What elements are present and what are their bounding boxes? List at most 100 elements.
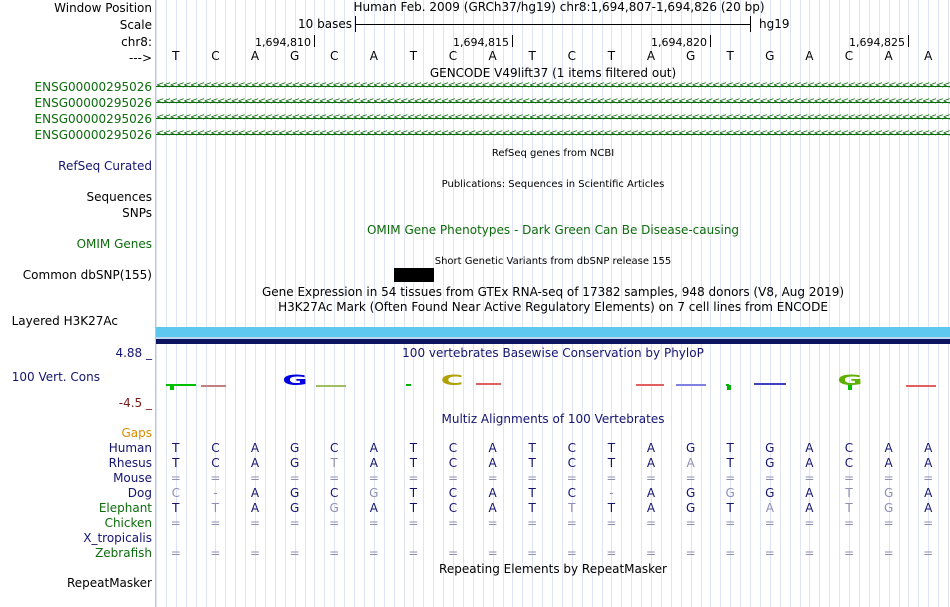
- track-image-panel[interactable]: Human Feb. 2009 (GRCh37/hg19) chr8:1,694…: [156, 0, 950, 607]
- alignment-base: A: [924, 501, 933, 515]
- gridline: [364, 0, 365, 607]
- label-repeatmasker[interactable]: RepeatMasker: [66, 576, 152, 590]
- sequence-base: G: [289, 49, 300, 63]
- sequence-base: T: [172, 49, 180, 63]
- alignment-base: -: [609, 486, 614, 500]
- label-species-mouse: Mouse: [113, 471, 152, 485]
- alignment-base: =: [210, 516, 221, 530]
- gridline: [324, 0, 325, 607]
- alignment-base: C: [448, 501, 458, 515]
- gridline: [295, 0, 296, 607]
- gene-model-line[interactable]: [156, 86, 950, 87]
- gridline: [701, 0, 702, 607]
- alignment-base: G: [369, 486, 379, 500]
- gencode-track-title: GENCODE V49lift37 (1 items filtered out): [429, 66, 677, 80]
- alignment-base: =: [606, 471, 617, 485]
- gridline: [572, 0, 573, 607]
- gridline: [849, 0, 850, 607]
- gridline: [800, 0, 801, 607]
- phylop-score-bar: [406, 384, 411, 386]
- label-sequences[interactable]: Sequences: [86, 190, 152, 204]
- gridline: [265, 0, 266, 607]
- gridline: [879, 0, 880, 607]
- label-cons[interactable]: 100 Vert. Cons: [11, 370, 100, 384]
- label-species-dog: Dog: [127, 486, 152, 500]
- gridline: [641, 0, 642, 607]
- label-ensg-2[interactable]: ENSG00000295026: [34, 96, 152, 110]
- repeatmasker-track-title: Repeating Elements by RepeatMasker: [439, 562, 667, 576]
- label-cons-max: 4.88 _: [115, 346, 152, 360]
- label-refseq[interactable]: RefSeq Curated: [58, 159, 152, 173]
- gene-model-line[interactable]: [156, 102, 950, 103]
- gridline: [305, 0, 306, 607]
- alignment-base: =: [883, 546, 894, 560]
- sequence-base: C: [844, 49, 854, 63]
- db-label: hg19: [759, 17, 790, 31]
- label-ensg-4[interactable]: ENSG00000295026: [34, 128, 152, 142]
- label-omim[interactable]: OMIM Genes: [76, 237, 152, 251]
- label-scale: Scale: [119, 18, 152, 32]
- alignment-base: C: [567, 486, 576, 500]
- alignment-base: =: [804, 516, 815, 530]
- alignment-base: =: [725, 546, 736, 560]
- alignment-base: =: [487, 516, 498, 530]
- gridline: [631, 0, 632, 607]
- alignment-base: A: [250, 456, 260, 470]
- sequence-base: A: [250, 49, 260, 63]
- gridline: [790, 0, 791, 607]
- gridline: [671, 0, 672, 607]
- coord-label-4: 1,694,825: [849, 36, 905, 49]
- alignment-base: A: [646, 501, 656, 515]
- alignment-base: A: [646, 486, 656, 500]
- alignment-base: A: [369, 441, 378, 455]
- alignment-base: =: [447, 546, 459, 560]
- phylop-score-bar: [166, 384, 196, 386]
- gridline: [275, 0, 276, 607]
- alignment-base: A: [805, 486, 814, 500]
- alignment-base: C: [448, 441, 458, 455]
- gridline: [156, 0, 157, 607]
- gtex-track-title: Gene Expression in 54 tissues from GTEx …: [261, 285, 845, 299]
- gene-model-line[interactable]: [156, 134, 950, 135]
- label-species-xtropicalis: X_tropicalis: [83, 531, 152, 545]
- alignment-base: A: [369, 456, 378, 470]
- label-species-elephant: Elephant: [98, 501, 152, 515]
- label-dbsnp[interactable]: Common dbSNP(155): [22, 268, 152, 282]
- label-divider[interactable]: [155, 0, 156, 607]
- label-species-rhesus: Rhesus: [108, 456, 152, 470]
- label-h3k27ac[interactable]: Layered H3K27Ac: [11, 314, 118, 328]
- gene-model-line[interactable]: [156, 118, 950, 119]
- label-ensg-3[interactable]: ENSG00000295026: [34, 112, 152, 126]
- gridline: [166, 0, 167, 607]
- alignment-base: =: [923, 471, 934, 485]
- gridline: [918, 0, 919, 607]
- gridline: [948, 0, 949, 607]
- alignment-base: =: [883, 516, 894, 530]
- alignment-base: =: [329, 546, 340, 560]
- alignment-base: =: [645, 516, 657, 530]
- gridline: [423, 0, 424, 607]
- gridline: [384, 0, 385, 607]
- alignment-base: A: [805, 456, 814, 470]
- sequence-base: G: [685, 49, 696, 63]
- sequence-base: T: [726, 49, 734, 63]
- label-snps[interactable]: SNPs: [122, 206, 152, 220]
- alignment-base: A: [250, 501, 260, 515]
- alignment-base: T: [330, 456, 338, 470]
- alignment-base: =: [685, 516, 696, 530]
- h3k27ac-signal-bar[interactable]: [156, 327, 950, 344]
- label-gaps: Gaps: [121, 426, 152, 440]
- gridline: [344, 0, 345, 607]
- alignment-base: =: [804, 546, 815, 560]
- label-ensg-1[interactable]: ENSG00000295026: [34, 80, 152, 94]
- alignment-base: =: [447, 471, 459, 485]
- coord-label-3: 1,694,820: [651, 36, 707, 49]
- alignment-base: C: [567, 441, 576, 455]
- alignment-base: G: [329, 501, 339, 515]
- dbsnp-variant-block[interactable]: [394, 268, 434, 282]
- gridline: [710, 0, 711, 607]
- gridline: [899, 0, 900, 607]
- h3k27ac-track-title: H3K27Ac Mark (Often Found Near Active Re…: [278, 300, 828, 314]
- gridline: [720, 0, 721, 607]
